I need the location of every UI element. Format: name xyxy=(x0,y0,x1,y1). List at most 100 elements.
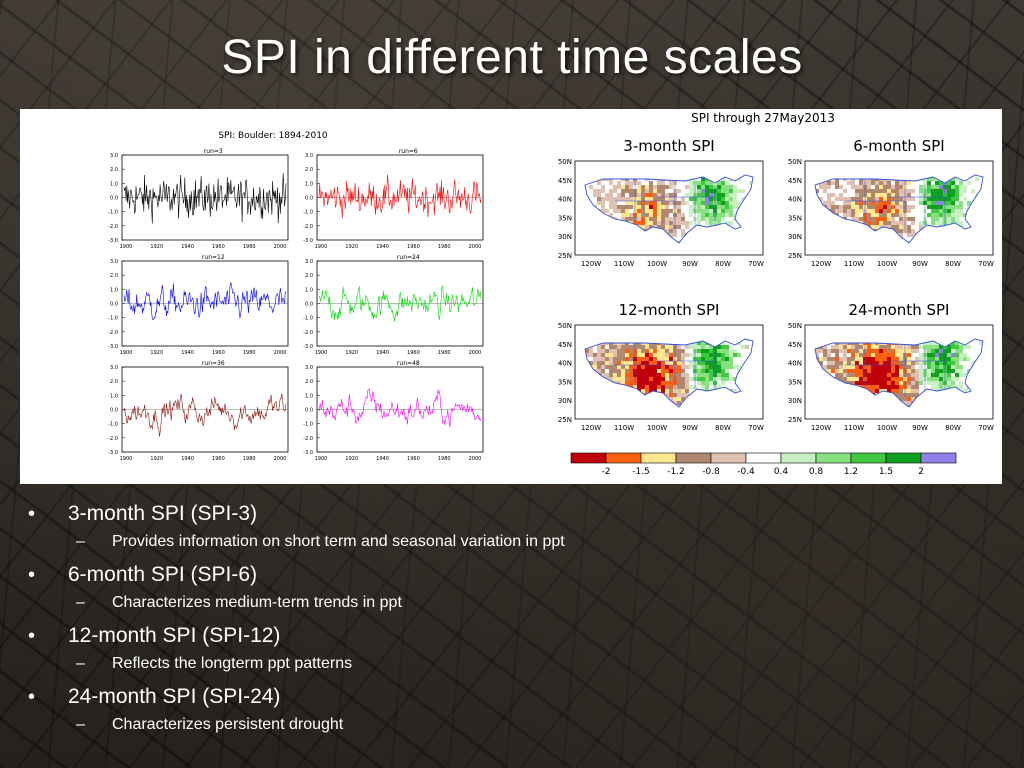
spi-grid-cell xyxy=(875,213,880,218)
spi-grid-cell xyxy=(891,201,896,206)
spi-grid-cell xyxy=(657,217,662,222)
spi-grid-cell xyxy=(661,349,666,354)
spi-grid-cell xyxy=(867,349,872,354)
spi-grid-cell xyxy=(661,225,666,230)
colorbar-label: -0.4 xyxy=(737,467,755,477)
spi-grid-cell xyxy=(859,353,864,358)
spi-grid-cell xyxy=(613,205,618,210)
spi-grid-cell xyxy=(729,193,734,198)
spi-grid-cell xyxy=(951,353,956,358)
spi-grid-cell xyxy=(859,369,864,374)
spi-grid-cell xyxy=(919,373,924,378)
spi-grid-cell xyxy=(617,189,622,194)
spi-grid-cell xyxy=(645,389,650,394)
spi-grid-cell xyxy=(729,189,734,194)
colorbar-swatch xyxy=(605,452,642,464)
spi-grid-cell xyxy=(733,193,738,198)
spi-grid-cell xyxy=(887,381,892,386)
spi-grid-cell xyxy=(919,361,924,366)
y-tick-label: -2.0 xyxy=(303,224,313,230)
spi-grid-cell xyxy=(823,201,828,206)
spi-grid-cell xyxy=(887,193,892,198)
spi-grid-cell xyxy=(733,357,738,362)
spi-grid-cell xyxy=(871,197,876,202)
spi-grid-cell xyxy=(887,197,892,202)
spi-grid-cell xyxy=(827,357,832,362)
spi-grid-cell xyxy=(947,189,952,194)
spi-grid-cell xyxy=(967,357,972,362)
spi-grid-cell xyxy=(717,381,722,386)
dash-glyph: – xyxy=(76,594,85,611)
spi-grid-cell xyxy=(875,365,880,370)
spi-grid-cell xyxy=(847,189,852,194)
spi-grid-cell xyxy=(939,181,944,186)
spi-grid-cell xyxy=(725,181,730,186)
spi-grid-cell xyxy=(963,181,968,186)
spi-grid-cell xyxy=(835,201,840,206)
spi-grid-cell xyxy=(931,213,936,218)
spi-grid-cell xyxy=(895,181,900,186)
spi-grid-cell xyxy=(641,373,646,378)
spi-grid-cell xyxy=(935,381,940,386)
spi-grid-cell xyxy=(693,345,698,350)
spi-grid-cell xyxy=(911,357,916,362)
spi-series-line xyxy=(318,388,482,428)
spi-grid-cell xyxy=(717,185,722,190)
spi-grid-cell xyxy=(879,197,884,202)
spi-grid-cell xyxy=(609,193,614,198)
spi-grid-cell xyxy=(879,209,884,214)
lat-tick-label: 50N xyxy=(788,158,802,166)
spi-grid-cell xyxy=(597,361,602,366)
spi-grid-cell xyxy=(935,369,940,374)
spi-grid-cell xyxy=(605,349,610,354)
spi-grid-cell xyxy=(645,221,650,226)
spi-grid-cell xyxy=(907,193,912,198)
spi-grid-cell xyxy=(875,385,880,390)
spi-grid-cell xyxy=(879,381,884,386)
spi-grid-cell xyxy=(725,365,730,370)
spi-grid-cell xyxy=(645,385,650,390)
spi-grid-cell xyxy=(971,345,976,350)
spi-grid-cell xyxy=(935,377,940,382)
spi-grid-cell xyxy=(839,185,844,190)
spi-grid-cell xyxy=(947,221,952,226)
spi-grid-cell xyxy=(831,209,836,214)
spi-grid-cell xyxy=(971,349,976,354)
spi-grid-cell xyxy=(613,373,618,378)
spi-grid-cell xyxy=(653,217,658,222)
spi-grid-cell xyxy=(621,349,626,354)
spi-grid-cell xyxy=(911,361,916,366)
spi-grid-cell xyxy=(947,197,952,202)
spi-grid-cell xyxy=(653,349,658,354)
spi-grid-cell xyxy=(725,213,730,218)
spi-grid-cell xyxy=(669,209,674,214)
spi-grid-cell xyxy=(895,381,900,386)
spi-grid-cell xyxy=(721,181,726,186)
spi-grid-cell xyxy=(939,349,944,354)
spi-grid-cell xyxy=(629,193,634,198)
spi-grid-cell xyxy=(617,365,622,370)
spi-grid-cell xyxy=(975,177,980,182)
spi-grid-cell xyxy=(637,361,642,366)
spi-grid-cell xyxy=(705,357,710,362)
spi-grid-cell xyxy=(649,185,654,190)
spi-grid-cell xyxy=(649,225,654,230)
spi-grid-cell xyxy=(657,361,662,366)
spi-grid-cell xyxy=(629,381,634,386)
spi-grid-cell xyxy=(709,221,714,226)
spi-grid-cell xyxy=(907,365,912,370)
spi-grid-cell xyxy=(951,193,956,198)
spi-grid-cell xyxy=(911,209,916,214)
spi-grid-cell xyxy=(737,341,742,346)
spi-grid-cell xyxy=(685,385,690,390)
spi-grid-cell xyxy=(867,201,872,206)
spi-grid-cell xyxy=(851,377,856,382)
colorbar-swatch xyxy=(710,452,747,464)
spi-grid-cell xyxy=(895,345,900,350)
spi-grid-cell xyxy=(677,377,682,382)
y-tick-label: -3.0 xyxy=(303,450,313,456)
spi-grid-cell xyxy=(883,365,888,370)
spi-grid-cell xyxy=(955,385,960,390)
spi-grid-cell xyxy=(721,381,726,386)
spi-grid-cell xyxy=(935,385,940,390)
